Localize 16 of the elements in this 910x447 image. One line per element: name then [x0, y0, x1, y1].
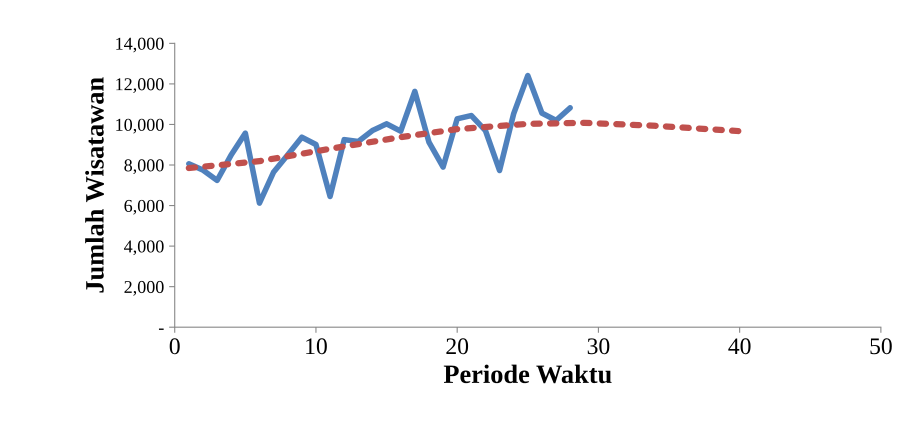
y-tick-label: 8,000 [124, 159, 164, 174]
y-tick-label: 14,000 [116, 38, 164, 52]
y-tick-label: 6,000 [124, 200, 164, 215]
x-tick-label: 40 [728, 338, 751, 354]
x-tick-label: 50 [870, 338, 892, 354]
y-tick-label: 12,000 [116, 78, 164, 93]
x-tick-label: 20 [446, 338, 468, 354]
y-axis-title: Jumlah Wisatawan [85, 77, 104, 293]
y-tick-label: 2,000 [124, 280, 164, 296]
x-tick-label: 30 [588, 338, 610, 354]
x-tick-label: 10 [306, 338, 327, 354]
x-axis-title: Periode Waktu [444, 364, 612, 384]
y-tick-label: 4,000 [124, 240, 164, 256]
x-tick-label: 0 [170, 338, 180, 354]
y-tick-label: 10,000 [116, 118, 164, 134]
y-tick-label: - [158, 328, 164, 330]
